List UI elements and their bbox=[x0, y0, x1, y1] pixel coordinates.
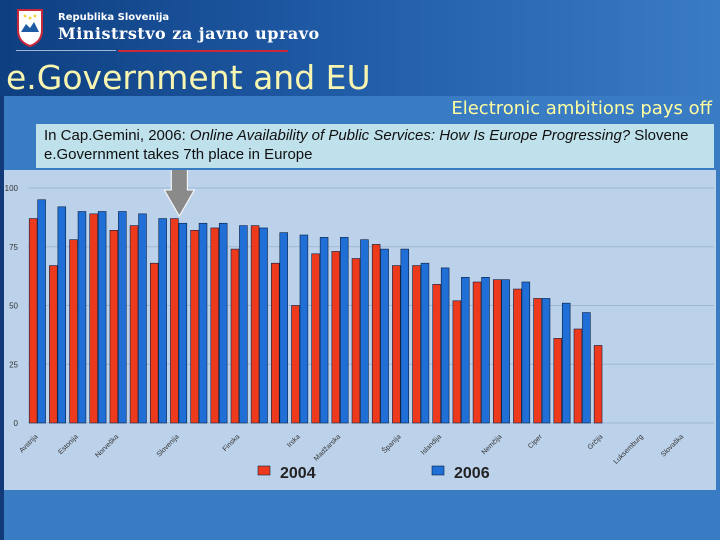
bar-2004-24 bbox=[513, 288, 522, 424]
legend: 2004 2006 bbox=[257, 465, 490, 482]
slide-subtitle: Electronic ambitions pays off bbox=[451, 98, 712, 119]
bar-2006-3 bbox=[97, 211, 107, 424]
header-rule-red bbox=[118, 50, 288, 52]
header-banner: Republika Slovenija Ministrstvo za javno… bbox=[0, 0, 720, 96]
bar-2004-4 bbox=[109, 229, 119, 424]
bar-2004-12 bbox=[271, 262, 280, 424]
bar-2004-5 bbox=[129, 225, 139, 424]
bar-2004-21 bbox=[452, 300, 462, 424]
bar-2006-25 bbox=[541, 298, 551, 424]
bar-2006-18 bbox=[400, 248, 410, 424]
bar-2006-0 bbox=[37, 199, 46, 424]
legend-label-2006: 2006 bbox=[454, 465, 490, 482]
bar-2004-10 bbox=[230, 248, 240, 424]
bar-2006-19 bbox=[420, 262, 430, 424]
left-strip bbox=[0, 0, 4, 540]
bar-2006-24 bbox=[521, 281, 531, 424]
caption-suffix: Slovene e.Government takes 7th place in … bbox=[44, 127, 689, 163]
bar-2004-0 bbox=[28, 218, 38, 424]
bar-2004-6 bbox=[149, 262, 159, 424]
bar-2006-9 bbox=[218, 222, 228, 424]
bar-2004-13 bbox=[291, 305, 300, 424]
highlight-arrow bbox=[163, 170, 196, 218]
bar-2004-11 bbox=[250, 225, 260, 424]
y-tick-label: 25 bbox=[9, 360, 18, 369]
bar-2004-25 bbox=[533, 298, 542, 424]
legend-swatch-2004 bbox=[257, 465, 271, 476]
bar-2006-20 bbox=[440, 267, 450, 424]
bar-2004-20 bbox=[432, 284, 441, 424]
bar-2004-2 bbox=[69, 239, 78, 424]
bar-2006-22 bbox=[481, 277, 490, 424]
bar-2004-27 bbox=[573, 328, 583, 424]
ministry-name: Ministrstvo za javno upravo bbox=[58, 24, 320, 43]
bar-2004-9 bbox=[210, 227, 219, 424]
y-axis-ticks: 0 25 50 75 100 bbox=[5, 184, 19, 428]
legend-swatch-2006 bbox=[431, 465, 445, 476]
caption-italic: Online Availability of Public Services: … bbox=[189, 127, 631, 144]
bar-2004-7 bbox=[170, 218, 179, 424]
bar-2004-1 bbox=[49, 265, 58, 424]
bar-2004-16 bbox=[351, 258, 361, 424]
bar-2004-18 bbox=[392, 265, 401, 424]
bar-2006-26 bbox=[561, 302, 571, 424]
bar-2004-15 bbox=[331, 251, 341, 424]
bar-2006-10 bbox=[239, 225, 248, 424]
legend-label-2004: 2004 bbox=[280, 465, 316, 482]
bar-2006-27 bbox=[582, 312, 591, 424]
bars bbox=[28, 199, 603, 424]
republika-label: Republika Slovenija bbox=[58, 12, 170, 23]
arrow-pointer-icon bbox=[163, 170, 196, 218]
header-rule-gray bbox=[16, 50, 116, 51]
y-tick-label: 50 bbox=[9, 302, 18, 311]
bar-2006-17 bbox=[380, 248, 389, 424]
caption-box: In Cap.Gemini, 2006: Online Availability… bbox=[36, 124, 714, 168]
bar-2006-11 bbox=[259, 227, 268, 424]
bar-2006-23 bbox=[501, 279, 510, 424]
y-tick-label: 75 bbox=[9, 243, 18, 252]
bar-2004-3 bbox=[89, 213, 98, 424]
bar-2006-4 bbox=[118, 211, 127, 424]
bar-2006-6 bbox=[158, 218, 167, 424]
bar-2004-14 bbox=[311, 253, 320, 424]
bar-2006-1 bbox=[57, 206, 67, 424]
bar-2006-15 bbox=[340, 237, 349, 424]
bar-2004-26 bbox=[553, 338, 562, 424]
bar-2006-12 bbox=[279, 232, 288, 424]
bar-2006-8 bbox=[198, 222, 208, 424]
bar-2006-2 bbox=[77, 211, 87, 424]
bar-2004-17 bbox=[371, 244, 381, 424]
bar-2006-14 bbox=[319, 237, 329, 424]
bar-2004-28 bbox=[593, 345, 603, 424]
y-tick-label: 0 bbox=[14, 419, 19, 428]
slide-title: e.Government and EU bbox=[6, 58, 371, 97]
bar-2006-16 bbox=[360, 239, 369, 424]
coat-of-arms-icon bbox=[17, 9, 43, 48]
bar-2004-8 bbox=[190, 229, 199, 424]
bar-2004-19 bbox=[412, 265, 421, 424]
bar-2004-23 bbox=[492, 279, 502, 424]
bar-2006-13 bbox=[299, 234, 309, 424]
bar-2006-7 bbox=[178, 222, 188, 424]
bar-2006-5 bbox=[138, 213, 147, 424]
caption-prefix: In Cap.Gemini, 2006: bbox=[44, 127, 190, 144]
bar-2004-22 bbox=[472, 281, 482, 424]
y-tick-label: 100 bbox=[5, 184, 19, 193]
bar-2006-21 bbox=[461, 277, 470, 424]
